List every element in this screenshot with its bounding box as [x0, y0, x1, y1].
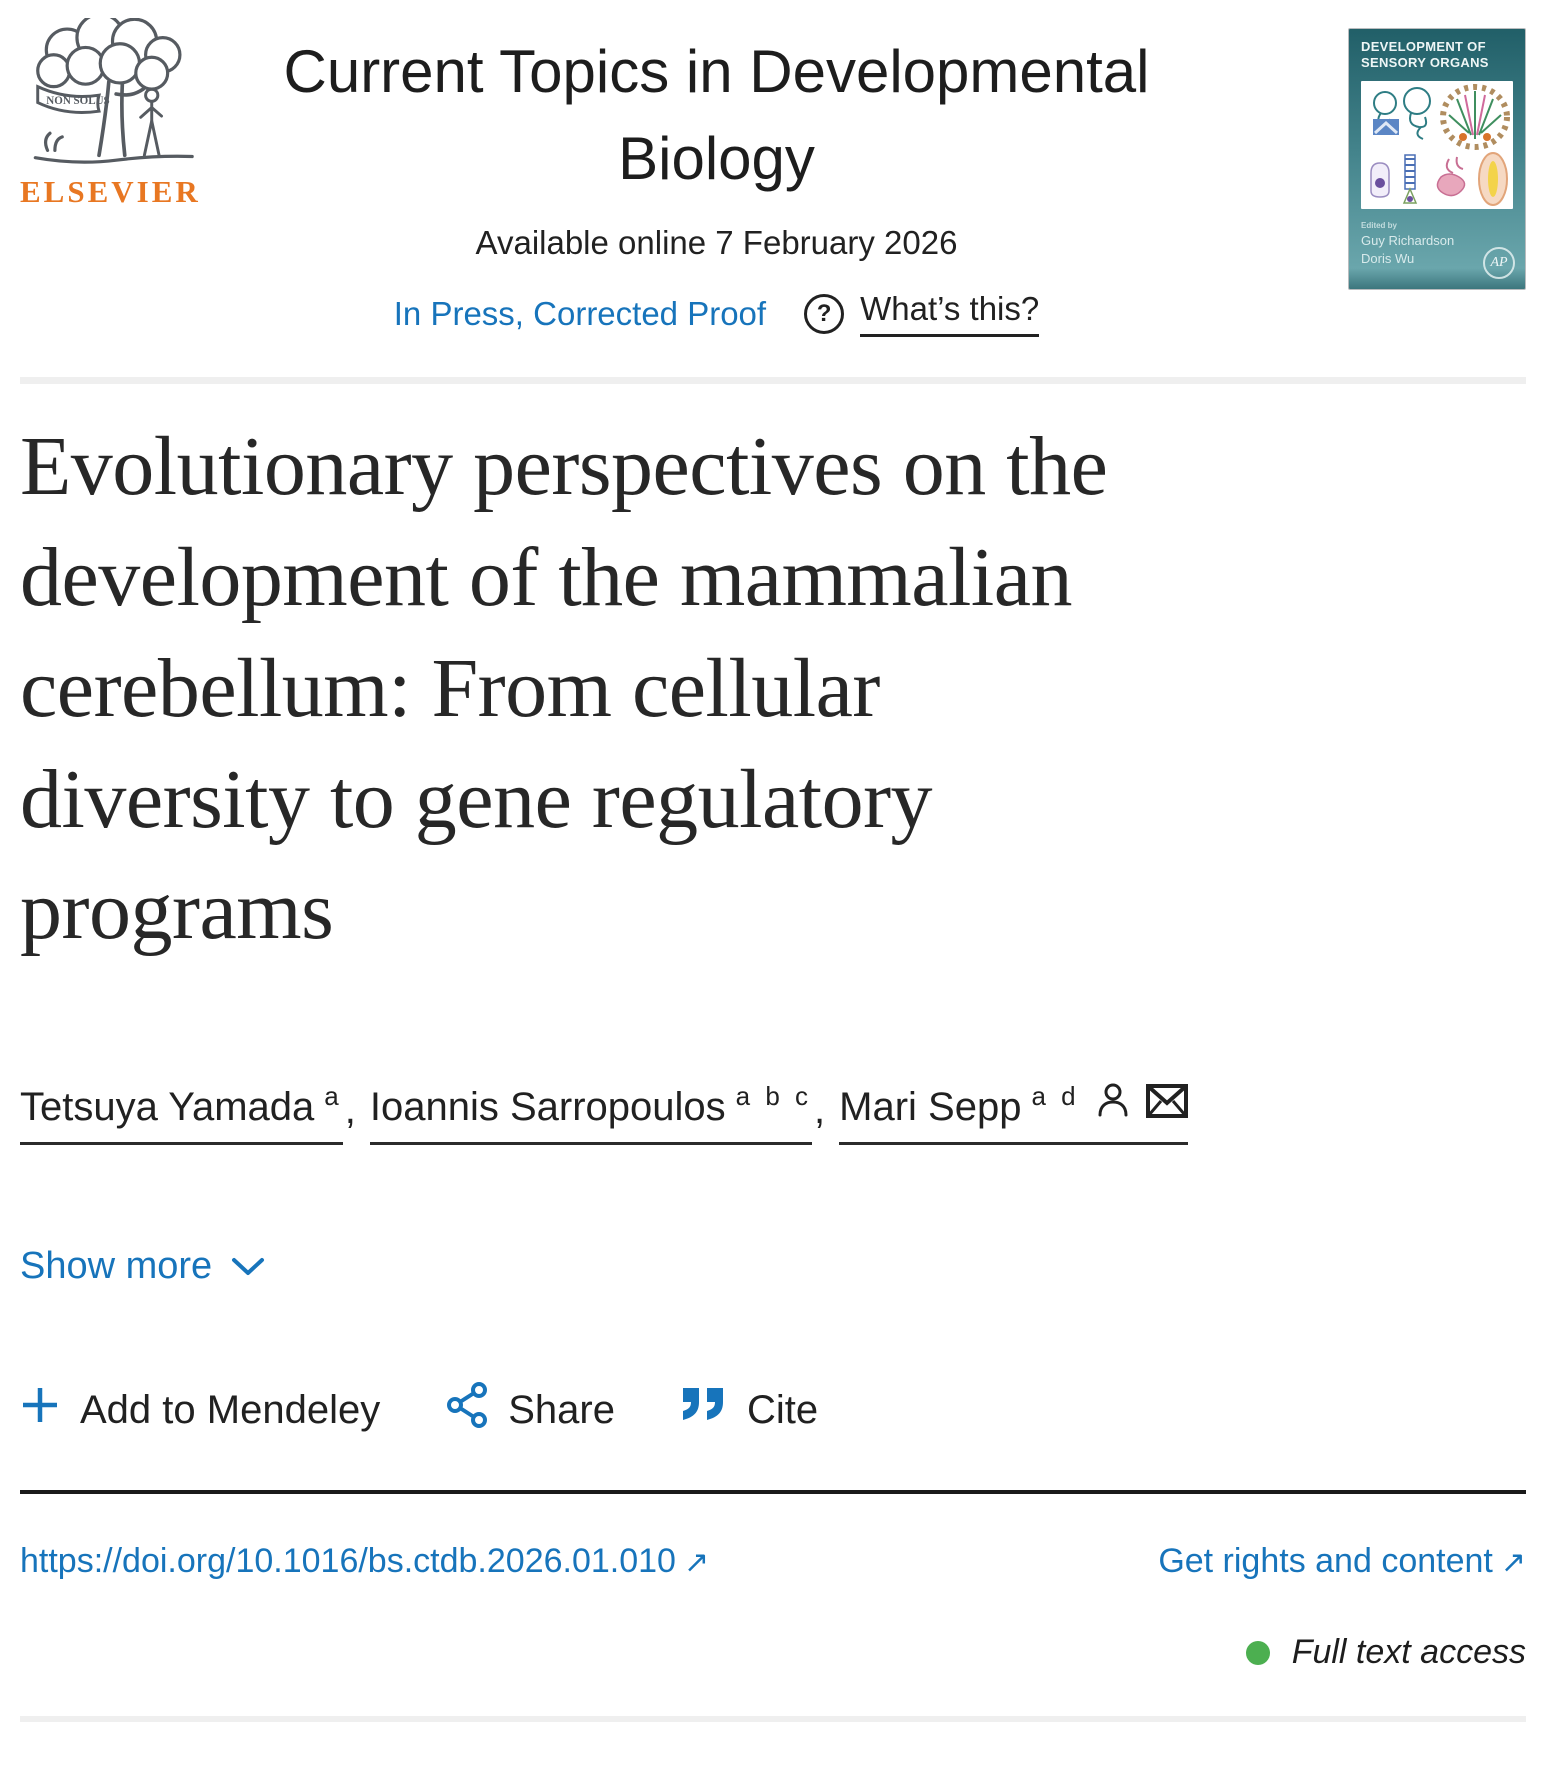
- cover-illustration-panel: [1361, 81, 1513, 209]
- author-separator: ,: [814, 1088, 826, 1133]
- external-link-icon: ↗: [683, 1545, 710, 1581]
- whats-this-link[interactable]: What’s this?: [860, 290, 1040, 337]
- cover-editor-name: Guy Richardson: [1361, 233, 1455, 248]
- author-button-ioannis-sarropoulos[interactable]: Ioannis Sarropoulos a b c: [369, 1081, 813, 1146]
- author-button-mari-sepp[interactable]: Mari Sepp a d: [839, 1081, 1188, 1146]
- share-icon: [446, 1382, 488, 1438]
- journal-banner: NON SOLUS ELSEVIER Current Topics in Dev…: [20, 18, 1526, 337]
- add-to-mendeley-button[interactable]: Add to Mendeley: [20, 1385, 380, 1435]
- article-header-page: NON SOLUS ELSEVIER Current Topics in Dev…: [20, 18, 1526, 1723]
- author-affiliations: a: [324, 1081, 343, 1112]
- action-toolbar: Add to Mendeley Share Cite: [20, 1382, 1526, 1438]
- doi-text: https://doi.org/10.1016/bs.ctdb.2026.01.…: [20, 1542, 676, 1581]
- share-label: Share: [508, 1387, 615, 1432]
- doi-link[interactable]: https://doi.org/10.1016/bs.ctdb.2026.01.…: [20, 1542, 709, 1581]
- author-name: Ioannis Sarropoulos: [369, 1085, 726, 1130]
- logo-motto: NON SOLUS: [46, 95, 109, 107]
- cover-edited-by-label: Edited by: [1361, 221, 1398, 230]
- plus-icon: [20, 1385, 60, 1435]
- question-mark-icon[interactable]: ?: [804, 293, 845, 334]
- access-status-row: Full text access: [20, 1633, 1526, 1672]
- academic-press-monogram: AP: [1483, 247, 1515, 279]
- elsevier-logo[interactable]: NON SOLUS ELSEVIER: [20, 18, 225, 210]
- journal-header-center: Current Topics in Developmental Biology …: [225, 18, 1348, 337]
- author-affiliations: a d: [1031, 1081, 1080, 1112]
- cite-quote-icon: [681, 1386, 727, 1434]
- show-more-button[interactable]: Show more: [20, 1245, 266, 1288]
- journal-cover-thumbnail[interactable]: DEVELOPMENT OF SENSORY ORGANS: [1348, 28, 1526, 290]
- sensory-organs-illustration-icon: [1370, 84, 1510, 206]
- access-indicator-dot: [1245, 1640, 1270, 1665]
- rights-text: Get rights and content: [1158, 1542, 1493, 1581]
- author-affiliations: a b c: [735, 1081, 813, 1112]
- chevron-down-icon: [230, 1245, 266, 1288]
- toolbar-divider: [20, 1490, 1526, 1495]
- cover-series-title: DEVELOPMENT OF SENSORY ORGANS: [1361, 39, 1489, 71]
- journal-title-link[interactable]: Current Topics in Developmental Biology: [283, 38, 1150, 192]
- available-online-date: Available online 7 February 2026: [475, 224, 958, 261]
- publication-status-row: In Press, Corrected Proof ? What’s this?: [393, 290, 1040, 337]
- author-button-tetsuya-yamada[interactable]: Tetsuya Yamada a: [20, 1081, 343, 1146]
- cite-label: Cite: [746, 1387, 819, 1432]
- article-title: Evolutionary perspectives on the develop…: [20, 420, 1108, 957]
- bottom-divider: [20, 1716, 1526, 1723]
- access-label: Full text access: [1291, 1633, 1526, 1672]
- author-separator: ,: [344, 1088, 356, 1133]
- in-press-link[interactable]: In Press, Corrected Proof: [393, 294, 767, 332]
- cover-editor-name: Doris Wu: [1361, 251, 1415, 266]
- elsevier-wordmark: ELSEVIER: [20, 174, 201, 209]
- corresponding-author-envelope-icon[interactable]: [1145, 1083, 1188, 1128]
- author-name: Tetsuya Yamada: [20, 1085, 315, 1130]
- elsevier-tree-icon: NON SOLUS: [33, 18, 194, 164]
- show-more-label: Show more: [20, 1245, 213, 1288]
- cover-editors: Edited by Guy Richardson Doris Wu: [1361, 221, 1454, 266]
- cite-button[interactable]: Cite: [681, 1386, 818, 1434]
- share-button[interactable]: Share: [446, 1382, 615, 1438]
- author-list: Tetsuya Yamada a , Ioannis Sarropoulos a b…: [20, 1081, 1526, 1146]
- author-details-icon[interactable]: [1096, 1082, 1130, 1128]
- links-row: https://doi.org/10.1016/bs.ctdb.2026.01.…: [20, 1542, 1526, 1581]
- mendeley-label: Add to Mendeley: [80, 1387, 381, 1432]
- external-link-icon: ↗: [1500, 1545, 1526, 1581]
- author-name: Mari Sepp: [839, 1085, 1022, 1130]
- get-rights-link[interactable]: Get rights and content ↗: [1158, 1542, 1526, 1581]
- header-divider: [20, 377, 1526, 384]
